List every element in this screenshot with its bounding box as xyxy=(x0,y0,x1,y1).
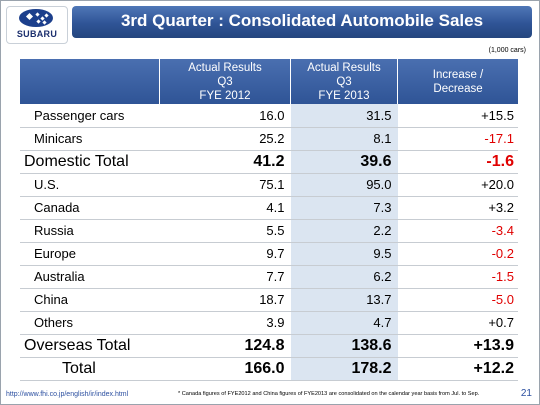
row-label: China xyxy=(20,288,160,312)
cell-change: -17.1 xyxy=(397,127,518,151)
pleiades-emblem-icon xyxy=(19,9,53,27)
cell-change: +15.5 xyxy=(397,104,518,128)
cell-fye2012: 9.7 xyxy=(159,242,291,266)
table-row: Minicars 25.2 8.1 -17.1 xyxy=(20,127,518,151)
column-header-line: Actual Results xyxy=(307,61,381,74)
page-title: 3rd Quarter : Consolidated Automobile Sa… xyxy=(120,11,484,30)
cell-fye2012: 18.7 xyxy=(159,288,291,312)
cell-fye2013: 31.5 xyxy=(290,104,398,128)
page-number: 21 xyxy=(520,388,532,399)
cell-fye2013: 4.7 xyxy=(290,311,398,335)
column-header-line: Increase / xyxy=(432,68,484,81)
cell-fye2012: 3.9 xyxy=(159,311,291,335)
header-blank xyxy=(20,59,160,104)
total-row: Total 166.0 178.2 +12.2 xyxy=(20,357,518,381)
column-header-line: FYE 2012 xyxy=(199,89,251,102)
cell-fye2012: 16.0 xyxy=(159,104,291,128)
table-row: Passenger cars 16.0 31.5 +15.5 xyxy=(20,104,518,128)
cell-fye2013: 2.2 xyxy=(290,219,398,243)
table-body: Passenger cars 16.0 31.5 +15.5 Minicars 25.2 8… xyxy=(20,104,518,381)
cell-fye2013: 9.5 xyxy=(290,242,398,266)
row-label: Australia xyxy=(20,265,160,289)
table-row: Others 3.9 4.7 +0.7 xyxy=(20,311,518,335)
cell-change: +3.2 xyxy=(397,196,518,220)
cell-fye2013: 138.6 xyxy=(290,334,398,358)
table-row: Europe 9.7 9.5 -0.2 xyxy=(20,242,518,266)
row-label: Passenger cars xyxy=(20,104,160,128)
cell-fye2013: 6.2 xyxy=(290,265,398,289)
unit-label: (1,000 cars) xyxy=(488,47,526,54)
column-header-line: FYE 2013 xyxy=(318,89,370,102)
cell-change: +13.9 xyxy=(397,334,518,358)
table-header-row: Actual Results Q3 FYE 2012 Actual Result… xyxy=(20,59,518,104)
row-label: Domestic Total xyxy=(20,150,160,174)
cell-change: -0.2 xyxy=(397,242,518,266)
cell-change: -5.0 xyxy=(397,288,518,312)
cell-change: +0.7 xyxy=(397,311,518,335)
cell-change: +12.2 xyxy=(397,357,518,381)
table-row: Canada 4.1 7.3 +3.2 xyxy=(20,196,518,220)
total-row: Domestic Total 41.2 39.6 -1.6 xyxy=(20,150,518,174)
row-label: Overseas Total xyxy=(20,334,160,358)
cell-fye2012: 75.1 xyxy=(159,173,291,197)
row-label: Total xyxy=(20,357,160,381)
column-header-line: Q3 xyxy=(217,75,233,88)
footnote: * Canada figures of FYE2012 and China fi… xyxy=(178,391,480,397)
table-row: China 18.7 13.7 -5.0 xyxy=(20,288,518,312)
cell-fye2012: 166.0 xyxy=(159,357,291,381)
row-label: Canada xyxy=(20,196,160,220)
cell-fye2012: 25.2 xyxy=(159,127,291,151)
total-row: Overseas Total 124.8 138.6 +13.9 xyxy=(20,334,518,358)
cell-fye2013: 178.2 xyxy=(290,357,398,381)
subaru-logo: SUBARU xyxy=(6,6,68,44)
column-header-fye2012: Actual Results Q3 FYE 2012 xyxy=(159,59,291,104)
row-label: U.S. xyxy=(20,173,160,197)
row-label: Others xyxy=(20,311,160,335)
row-label: Minicars xyxy=(20,127,160,151)
cell-fye2012: 7.7 xyxy=(159,265,291,289)
cell-fye2013: 95.0 xyxy=(290,173,398,197)
cell-change: -1.5 xyxy=(397,265,518,289)
title-bar: 3rd Quarter : Consolidated Automobile Sa… xyxy=(72,6,532,38)
row-label: Russia xyxy=(20,219,160,243)
table-row: Australia 7.7 6.2 -1.5 xyxy=(20,265,518,289)
sales-table: Actual Results Q3 FYE 2012 Actual Result… xyxy=(20,59,518,381)
cell-fye2013: 8.1 xyxy=(290,127,398,151)
column-header-line: Q3 xyxy=(336,75,352,88)
cell-change: +20.0 xyxy=(397,173,518,197)
table-row: U.S. 75.1 95.0 +20.0 xyxy=(20,173,518,197)
column-header-fye2013: Actual Results Q3 FYE 2013 xyxy=(290,59,398,104)
cell-change: -1.6 xyxy=(397,150,518,174)
table-row: Russia 5.5 2.2 -3.4 xyxy=(20,219,518,243)
cell-change: -3.4 xyxy=(397,219,518,243)
cell-fye2012: 41.2 xyxy=(159,150,291,174)
column-header-line: Actual Results xyxy=(188,61,262,74)
row-label: Europe xyxy=(20,242,160,266)
column-header-line: Decrease xyxy=(433,82,483,95)
cell-fye2013: 39.6 xyxy=(290,150,398,174)
footer-url-link[interactable]: http://www.fhi.co.jp/english/ir/index.ht… xyxy=(6,391,129,398)
cell-fye2012: 4.1 xyxy=(159,196,291,220)
cell-fye2012: 5.5 xyxy=(159,219,291,243)
cell-fye2013: 13.7 xyxy=(290,288,398,312)
cell-fye2012: 124.8 xyxy=(159,334,291,358)
column-header-change: Increase / Decrease xyxy=(397,59,518,104)
cell-fye2013: 7.3 xyxy=(290,196,398,220)
logo-wordmark: SUBARU xyxy=(16,29,58,39)
